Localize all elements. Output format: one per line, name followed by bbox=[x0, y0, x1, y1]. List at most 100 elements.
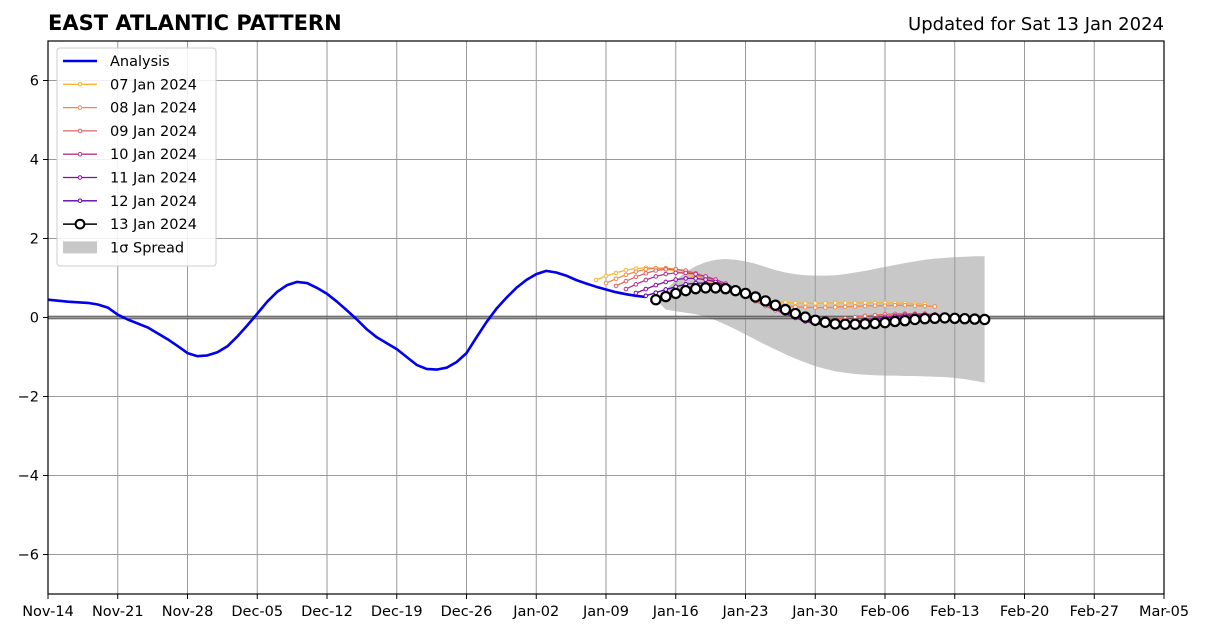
forecast-point bbox=[623, 286, 629, 292]
forecast-point bbox=[899, 314, 911, 327]
forecast-point bbox=[719, 282, 732, 295]
forecast-point bbox=[643, 270, 649, 276]
forecast-point bbox=[882, 303, 888, 308]
forecast-point bbox=[593, 277, 599, 283]
forecast-point bbox=[832, 300, 838, 306]
forecast-point bbox=[929, 312, 941, 324]
forecast-point bbox=[978, 313, 991, 326]
forecast-point bbox=[802, 304, 808, 310]
y-tick-label: 0 bbox=[30, 311, 39, 327]
forecast-point bbox=[643, 286, 649, 292]
forecast-point bbox=[633, 290, 639, 296]
forecast-point bbox=[769, 299, 782, 311]
forecast-point bbox=[793, 300, 798, 306]
forecast-point bbox=[949, 312, 961, 324]
x-tick-label: Jan-09 bbox=[582, 604, 629, 620]
forecast-point bbox=[603, 280, 609, 286]
forecast-point bbox=[643, 277, 649, 283]
x-tick-label: Feb-13 bbox=[930, 604, 979, 620]
forecast-point bbox=[663, 271, 669, 277]
forecast-point bbox=[653, 274, 659, 279]
forecast-point bbox=[643, 293, 649, 299]
forecast-point bbox=[779, 303, 792, 316]
x-tick-label: Jan-02 bbox=[512, 604, 559, 620]
forecast-point bbox=[872, 303, 878, 308]
forecast-point bbox=[670, 287, 682, 300]
forecast-point bbox=[633, 282, 639, 287]
legend-label: 11 Jan 2024 bbox=[110, 171, 197, 187]
forecast-point bbox=[862, 313, 868, 319]
forecast-point bbox=[799, 311, 811, 323]
forecast-point bbox=[613, 283, 619, 289]
forecast-point bbox=[663, 267, 669, 272]
legend-label: 09 Jan 2024 bbox=[110, 124, 197, 140]
forecast-point bbox=[653, 290, 659, 295]
legend-marker bbox=[77, 105, 83, 110]
x-tick-label: Nov-28 bbox=[162, 604, 214, 620]
forecast-point bbox=[693, 276, 698, 281]
forecast-point bbox=[879, 316, 891, 329]
forecast-point bbox=[633, 269, 639, 274]
forecast-point bbox=[968, 313, 981, 325]
legend-label: 07 Jan 2024 bbox=[110, 77, 197, 93]
forecast-point bbox=[729, 284, 742, 297]
x-tick-label: Mar-05 bbox=[1139, 604, 1189, 620]
forecast-point bbox=[613, 270, 619, 276]
x-tick-label: Feb-27 bbox=[1070, 604, 1119, 620]
legend-marker bbox=[77, 198, 83, 204]
forecast-point bbox=[802, 300, 808, 306]
forecast-point bbox=[693, 271, 698, 277]
forecast-point bbox=[849, 318, 861, 330]
y-tick-label: −4 bbox=[18, 469, 39, 485]
forecast-point bbox=[812, 300, 818, 306]
forecast-point bbox=[852, 304, 858, 309]
forecast-point bbox=[869, 317, 881, 330]
legend-marker bbox=[77, 151, 83, 157]
forecast-point bbox=[643, 267, 649, 272]
x-tick-label: Nov-21 bbox=[92, 604, 144, 620]
forecast-point bbox=[660, 290, 672, 303]
legend-label: Analysis bbox=[110, 54, 170, 70]
forecast-point bbox=[829, 318, 841, 330]
analysis-layer bbox=[47, 269, 647, 371]
forecast-point bbox=[789, 307, 802, 320]
forecast-point bbox=[680, 284, 692, 297]
forecast-point bbox=[683, 276, 689, 281]
forecast-point bbox=[922, 303, 928, 309]
x-tick-label: Dec-05 bbox=[231, 604, 283, 620]
forecast-point bbox=[603, 273, 609, 279]
y-tick-label: −6 bbox=[18, 548, 39, 564]
forecast-point bbox=[832, 304, 838, 310]
forecast-point bbox=[759, 295, 772, 307]
forecast-point bbox=[909, 313, 921, 326]
x-tick-label: Jan-30 bbox=[791, 604, 838, 620]
y-tick-label: −2 bbox=[18, 390, 39, 406]
forecast-point bbox=[689, 282, 702, 295]
chart-title: EAST ATLANTIC PATTERN bbox=[48, 11, 342, 35]
forecast-point bbox=[663, 279, 669, 285]
legend-swatch bbox=[63, 241, 97, 254]
y-tick-label: 6 bbox=[30, 74, 39, 90]
chart-subtitle: Updated for Sat 13 Jan 2024 bbox=[908, 14, 1164, 35]
forecast-point bbox=[842, 300, 848, 306]
forecast-point bbox=[889, 315, 901, 328]
legend-label: 12 Jan 2024 bbox=[110, 194, 197, 210]
x-tick-label: Feb-20 bbox=[1000, 604, 1049, 620]
forecast-point bbox=[623, 267, 629, 273]
forecast-point bbox=[650, 294, 662, 306]
legend-marker bbox=[77, 128, 83, 134]
analysis-line bbox=[47, 269, 647, 371]
forecast-point bbox=[919, 312, 931, 325]
legend-marker bbox=[77, 82, 83, 87]
legend-marker bbox=[77, 175, 83, 180]
forecast-point bbox=[959, 312, 971, 325]
x-tick-label: Jan-23 bbox=[721, 604, 768, 620]
legend-label: 13 Jan 2024 bbox=[110, 217, 197, 233]
forecast-layer bbox=[593, 265, 991, 330]
forecast-point bbox=[709, 282, 722, 294]
forecast-point bbox=[739, 287, 752, 300]
forecast-point bbox=[623, 272, 629, 278]
forecast-point bbox=[673, 270, 679, 276]
legend-box bbox=[56, 47, 217, 267]
x-tick-label: Dec-26 bbox=[441, 604, 493, 620]
